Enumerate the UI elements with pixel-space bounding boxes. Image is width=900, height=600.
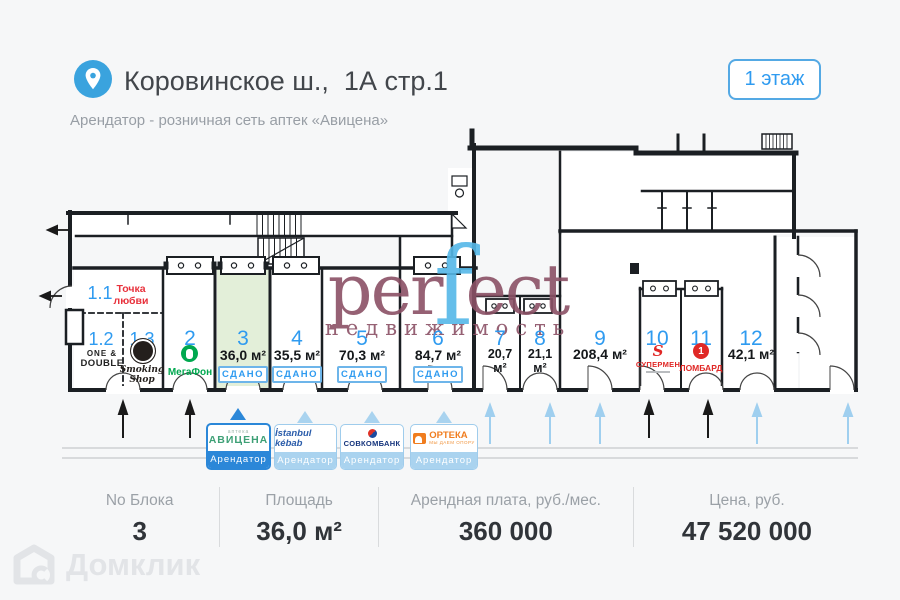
- block-number-6[interactable]: 6: [432, 327, 444, 350]
- block-number-1-2[interactable]: 1.2: [88, 329, 114, 349]
- location-pin-icon: [73, 59, 113, 99]
- supermen-icon: S: [652, 342, 664, 360]
- block-3-status-badge: СДАНО: [218, 366, 268, 383]
- avicena-logo: аптека АВИЦЕНА: [208, 428, 269, 447]
- one-and-double-logo: ONE & DOUBLE: [80, 349, 124, 369]
- smoking-shop-logo: Smoking Shop: [119, 365, 165, 385]
- roller-shutter-icons: [163, 256, 719, 314]
- block-5-status-badge: СДАНО: [337, 366, 387, 383]
- vent-shaft-icon: [761, 133, 793, 150]
- supermen-tagline: [646, 371, 670, 373]
- block-number-3[interactable]: 3: [237, 327, 249, 350]
- block-7-area: 20,7 м²: [487, 347, 513, 376]
- block-number-12[interactable]: 12: [739, 327, 763, 350]
- page-subtitle: Арендатор - розничная сеть аптек «Авицен…: [70, 112, 389, 129]
- detail-area: Площадь 36,0 м²: [220, 487, 379, 547]
- block-8-area: 21,1 м²: [527, 347, 553, 376]
- block-6-area: 84,7 м²: [414, 347, 462, 363]
- detail-rent: Арендная плата, руб./мес. 360 000: [379, 487, 634, 547]
- block-12-area: 42,1 м²: [727, 346, 775, 362]
- block-5-area: 70,3 м²: [338, 347, 386, 363]
- orteka-pointer: [436, 411, 452, 423]
- block-4-area: 35,5 м²: [273, 347, 321, 363]
- block-9-area: 208,4 м²: [573, 346, 627, 362]
- lombard-icon: 1: [693, 343, 709, 359]
- detail-block-number: No Блока 3: [60, 487, 221, 547]
- block-number-2[interactable]: 2: [184, 327, 196, 350]
- megafon-icon: [181, 345, 198, 362]
- sovcombank-icon: [367, 429, 377, 439]
- smoking-shop-icon: [130, 338, 156, 364]
- supermen-logo: СУПЕРМЕН: [635, 360, 681, 369]
- tenant-card-sovcombank[interactable]: СОВКОМБАНК Арендатор: [340, 424, 404, 470]
- block-4-status-badge: СДАНО: [272, 366, 322, 383]
- megafon-logo: МегаФон: [167, 367, 213, 378]
- sovcombank-logo: СОВКОМБАНК: [341, 425, 403, 452]
- block-number-8[interactable]: 8: [534, 327, 546, 350]
- selected-block-details: No Блока 3 Площадь 36,0 м² Арендная плат…: [60, 487, 860, 547]
- block-number-5[interactable]: 5: [356, 327, 368, 350]
- floor-selector-button[interactable]: 1 этаж: [728, 59, 821, 100]
- block-number-1-1[interactable]: 1.1: [87, 283, 113, 303]
- orteka-icon: [413, 433, 427, 444]
- detail-price: Цена, руб. 47 520 000: [681, 492, 812, 546]
- lombard-logo: ЛОМБАРД: [679, 363, 723, 373]
- block-3-area: 36,0 м²: [219, 347, 267, 363]
- block-number-4[interactable]: 4: [291, 327, 303, 350]
- avicena-pointer: [230, 408, 246, 420]
- block-number-9[interactable]: 9: [594, 327, 606, 350]
- sovcombank-pointer: [364, 411, 380, 423]
- block-6-status-badge: СДАНО: [413, 366, 463, 383]
- istanbul-kebab-logo: İstanbul kébab: [275, 427, 312, 449]
- orteka-logo: ОРТЕКА МЫ ДАЕМ ОПОРУ: [411, 425, 477, 452]
- block-number-10[interactable]: 10: [645, 327, 669, 350]
- entrance-arrows: [38, 224, 854, 444]
- block-number-7[interactable]: 7: [494, 327, 506, 350]
- tenant-card-istanbul-kebab[interactable]: İstanbul kébab Арендатор: [274, 424, 337, 470]
- istanbul-kebab-pointer: [297, 411, 313, 423]
- tenant-card-avicena[interactable]: аптека АВИЦЕНА Арендатор: [206, 423, 271, 470]
- page-title: Коровинское ш., 1А стр.1: [124, 66, 448, 96]
- tenant-card-orteka[interactable]: ОРТЕКА МЫ ДАЕМ ОПОРУ Арендатор: [410, 424, 478, 470]
- wc-fixtures-icon: [451, 175, 468, 229]
- tochka-lubvi-logo: Точка любви: [113, 283, 149, 307]
